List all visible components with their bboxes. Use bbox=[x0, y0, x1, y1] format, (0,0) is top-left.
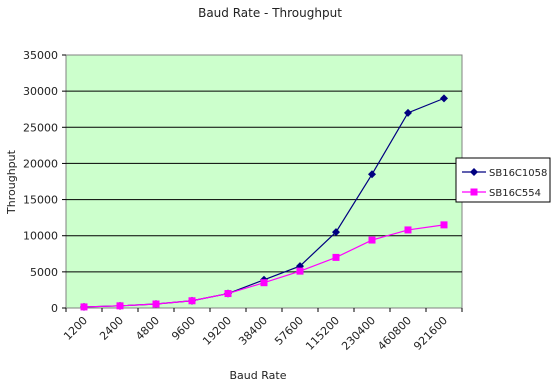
legend-label: SB16C554 bbox=[489, 188, 541, 199]
data-point bbox=[224, 290, 232, 298]
data-point bbox=[260, 279, 268, 287]
y-tick-label: 35000 bbox=[23, 49, 58, 62]
y-tick-label: 10000 bbox=[23, 230, 58, 243]
x-tick-label: 9600 bbox=[169, 314, 198, 343]
y-tick-label: 0 bbox=[51, 302, 58, 315]
data-point bbox=[188, 297, 196, 305]
legend: SB16C1058 SB16C554 bbox=[455, 157, 551, 203]
x-axis-ticks: 1200 2400 4800 9600 19200 38400 57600115200230… bbox=[61, 308, 463, 353]
series-layer bbox=[80, 94, 448, 311]
x-tick-label: 57600 bbox=[272, 314, 306, 348]
x-tick-label: 115200 bbox=[303, 314, 342, 353]
data-point bbox=[368, 236, 376, 244]
data-point bbox=[440, 94, 448, 103]
y-tick-label: 30000 bbox=[23, 85, 58, 98]
x-tick-label: 921600 bbox=[411, 314, 450, 353]
x-tick-label: 230400 bbox=[339, 314, 378, 353]
legend-item: SB16C554 bbox=[462, 188, 541, 199]
data-point bbox=[404, 108, 412, 117]
gridlines bbox=[66, 90, 462, 273]
x-tick-label: 2400 bbox=[97, 314, 126, 343]
plot-area bbox=[65, 54, 463, 309]
data-point bbox=[116, 302, 124, 310]
legend-marker bbox=[470, 188, 478, 196]
y-axis-ticks: 0 5000 10000 15000 20000 25000 30000 35000 bbox=[23, 49, 66, 315]
y-tick-label: 5000 bbox=[30, 266, 58, 279]
data-point bbox=[404, 226, 412, 234]
series-sb16c554 bbox=[80, 221, 448, 311]
data-point bbox=[152, 300, 160, 308]
legend-marker bbox=[470, 168, 478, 176]
legend-label: SB16C1058 bbox=[489, 168, 547, 179]
data-point bbox=[332, 253, 340, 261]
chart-title: Baud Rate - Throughput bbox=[198, 6, 342, 20]
x-tick-label: 1200 bbox=[61, 314, 90, 343]
x-tick-label: 38400 bbox=[236, 314, 270, 348]
x-axis-label: Baud Rate bbox=[230, 369, 287, 382]
y-axis-label: Throughput bbox=[5, 149, 18, 215]
x-tick-label: 460800 bbox=[375, 314, 414, 353]
y-tick-label: 20000 bbox=[23, 157, 58, 170]
data-point bbox=[440, 221, 448, 229]
y-tick-label: 25000 bbox=[23, 121, 58, 134]
legend-item: SB16C1058 bbox=[462, 168, 547, 179]
y-tick-label: 15000 bbox=[23, 194, 58, 207]
data-point bbox=[368, 170, 376, 179]
x-tick-label: 19200 bbox=[200, 314, 234, 348]
data-point bbox=[296, 267, 304, 275]
data-point bbox=[332, 228, 340, 237]
x-tick-label: 4800 bbox=[133, 314, 162, 343]
data-point bbox=[80, 303, 88, 311]
